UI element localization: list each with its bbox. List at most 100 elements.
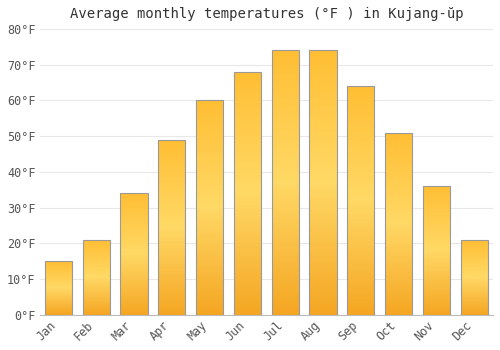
Bar <box>423 258 450 259</box>
Bar <box>310 90 336 93</box>
Bar <box>158 241 186 243</box>
Bar <box>347 262 374 264</box>
Bar <box>310 85 336 88</box>
Bar <box>385 140 412 142</box>
Bar <box>120 298 148 299</box>
Bar <box>234 77 261 79</box>
Bar <box>385 302 412 304</box>
Bar <box>385 240 412 242</box>
Bar <box>196 261 224 263</box>
Bar <box>234 181 261 183</box>
Bar <box>385 258 412 260</box>
Bar <box>196 212 224 214</box>
Bar <box>120 284 148 286</box>
Bar <box>234 133 261 135</box>
Bar <box>196 313 224 315</box>
Bar <box>460 301 488 302</box>
Bar <box>347 164 374 166</box>
Bar <box>120 283 148 284</box>
Bar <box>347 113 374 116</box>
Bar <box>234 273 261 276</box>
Bar <box>158 306 186 308</box>
Bar <box>234 213 261 215</box>
Bar <box>196 244 224 246</box>
Bar <box>158 162 186 164</box>
Bar <box>385 225 412 227</box>
Bar <box>82 259 110 260</box>
Bar <box>385 207 412 209</box>
Bar <box>45 271 72 272</box>
Bar <box>120 260 148 261</box>
Bar <box>272 177 299 180</box>
Bar <box>120 233 148 235</box>
Bar <box>120 222 148 224</box>
Bar <box>385 167 412 169</box>
Bar <box>120 243 148 244</box>
Bar <box>158 145 186 147</box>
Bar <box>347 187 374 189</box>
Bar <box>82 314 110 315</box>
Bar <box>82 296 110 298</box>
Bar <box>120 230 148 231</box>
Bar <box>460 309 488 310</box>
Bar <box>196 310 224 313</box>
Bar <box>310 214 336 217</box>
Bar <box>82 242 110 243</box>
Bar <box>158 215 186 217</box>
Bar <box>310 183 336 185</box>
Bar <box>234 281 261 283</box>
Bar <box>196 216 224 218</box>
Bar <box>196 199 224 201</box>
Bar <box>196 180 224 182</box>
Bar <box>82 243 110 244</box>
Bar <box>196 201 224 203</box>
Bar <box>423 294 450 295</box>
Bar <box>196 276 224 278</box>
Bar <box>158 271 186 273</box>
Bar <box>82 267 110 268</box>
Bar <box>385 218 412 220</box>
Bar <box>120 273 148 274</box>
Bar <box>120 302 148 304</box>
Bar <box>234 310 261 312</box>
Bar <box>423 261 450 262</box>
Bar <box>120 248 148 249</box>
Bar <box>272 299 299 301</box>
Bar <box>120 293 148 294</box>
Bar <box>460 243 488 244</box>
Bar <box>347 175 374 177</box>
Bar <box>310 119 336 122</box>
Bar <box>272 312 299 315</box>
Bar <box>460 246 488 247</box>
Bar <box>272 185 299 188</box>
Bar <box>272 254 299 257</box>
Bar <box>423 238 450 239</box>
Bar <box>196 113 224 116</box>
Bar <box>347 306 374 308</box>
Bar <box>45 280 72 281</box>
Bar <box>158 227 186 229</box>
Bar <box>460 278 488 279</box>
Bar <box>310 122 336 124</box>
Bar <box>196 259 224 261</box>
Bar <box>196 190 224 192</box>
Bar <box>385 147 412 149</box>
Bar <box>347 168 374 171</box>
Bar <box>272 50 299 315</box>
Bar <box>385 253 412 254</box>
Bar <box>196 195 224 197</box>
Bar <box>347 155 374 157</box>
Bar <box>347 95 374 98</box>
Bar <box>310 193 336 196</box>
Bar <box>460 289 488 290</box>
Bar <box>158 154 186 155</box>
Bar <box>460 264 488 265</box>
Bar <box>385 309 412 311</box>
Bar <box>385 286 412 287</box>
Bar <box>385 231 412 233</box>
Bar <box>347 248 374 251</box>
Bar <box>196 210 224 212</box>
Bar <box>196 267 224 270</box>
Bar <box>272 296 299 299</box>
Bar <box>385 236 412 238</box>
